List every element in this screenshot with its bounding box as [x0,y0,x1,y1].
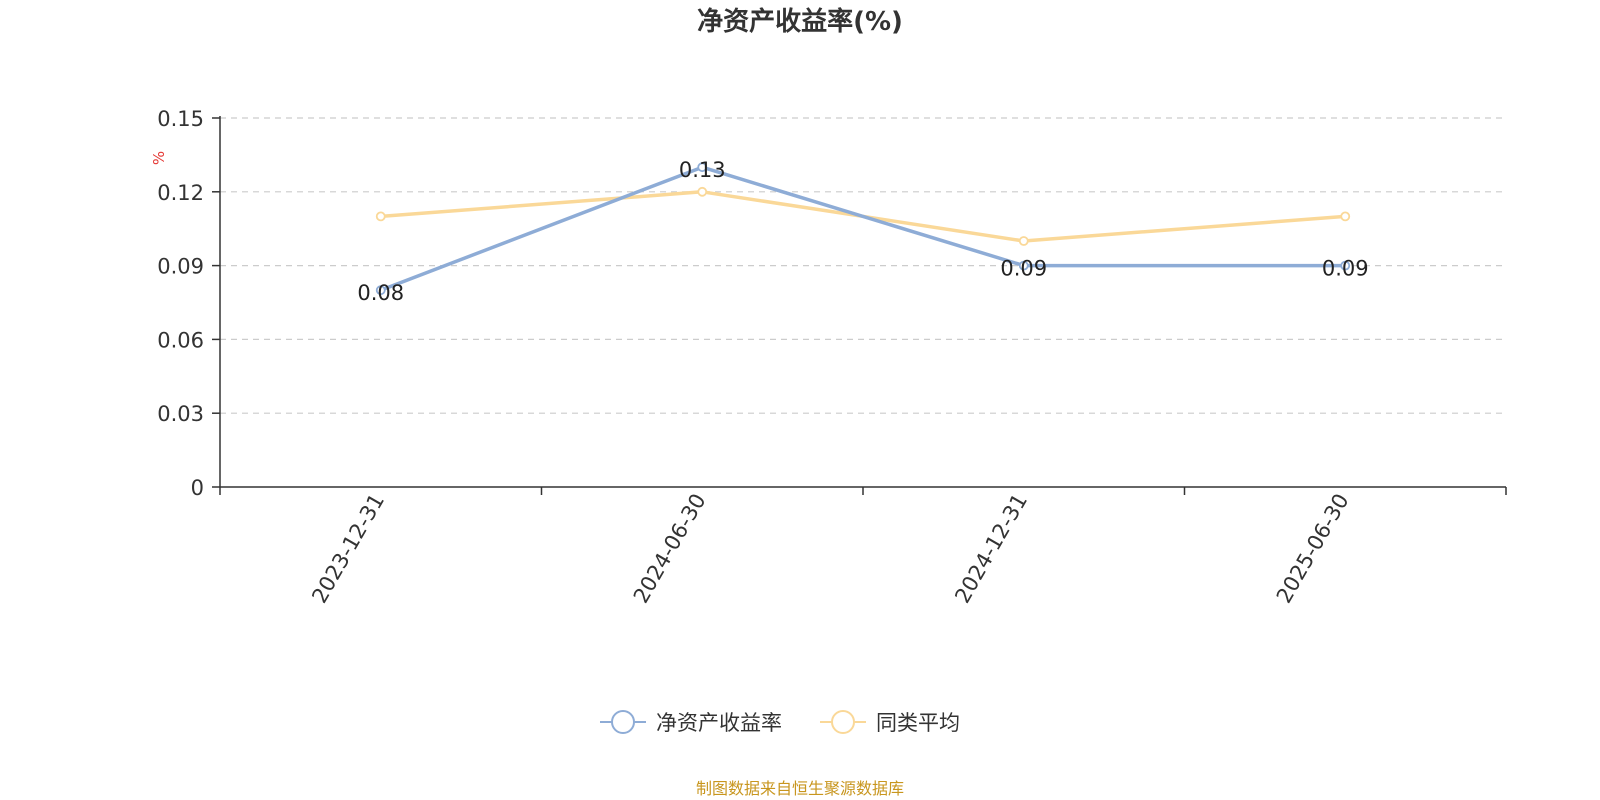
data-label: 0.13 [679,158,726,182]
y-tick-label: 0.15 [157,107,204,131]
data-point [375,285,386,296]
legend-label: 同类平均 [876,711,960,735]
source-note: 制图数据来自恒生聚源数据库 [695,779,904,798]
legend-marker [831,710,855,734]
data-point [375,211,386,222]
legend: 净资产收益率 同类平均 [600,710,960,735]
data-point [1018,236,1029,246]
y-tick-label: 0.09 [157,255,204,279]
x-tick-label: 2023-12-31 [307,490,389,608]
y-tick-label: 0.06 [157,328,204,352]
y-tick-label: 0 [191,476,204,500]
series-lines [375,162,1351,296]
data-point [1018,260,1029,271]
y-tick-label: 0.03 [157,402,204,426]
data-label: 0.09 [1322,257,1369,281]
axes: 0 0.03 0.06 0.09 0.12 0.15% 2023-12-31 2024-06-… [150,107,1507,608]
y-tick-label: 0.12 [157,181,204,205]
data-labels: 0.08 0.13 0.09 0.09 [357,158,1368,305]
series-line [380,165,1346,292]
x-tick-label: 2024-12-31 [950,490,1032,608]
data-point [1340,211,1351,222]
legend-item: 净资产收益率 [600,710,782,735]
x-tick-label: 2025-06-30 [1272,490,1354,608]
y-axis-label: % [150,151,168,165]
data-point [1340,260,1351,271]
chart-title: 净资产收益率(%) [697,7,903,37]
data-label: 0.09 [1000,257,1047,281]
legend-item: 同类平均 [820,710,960,735]
data-label: 0.08 [357,281,404,305]
x-tick-label: 2024-06-30 [629,490,711,608]
data-point [697,186,708,197]
legend-marker [611,710,635,734]
data-point [697,162,708,173]
legend-label: 净资产收益率 [656,711,782,735]
